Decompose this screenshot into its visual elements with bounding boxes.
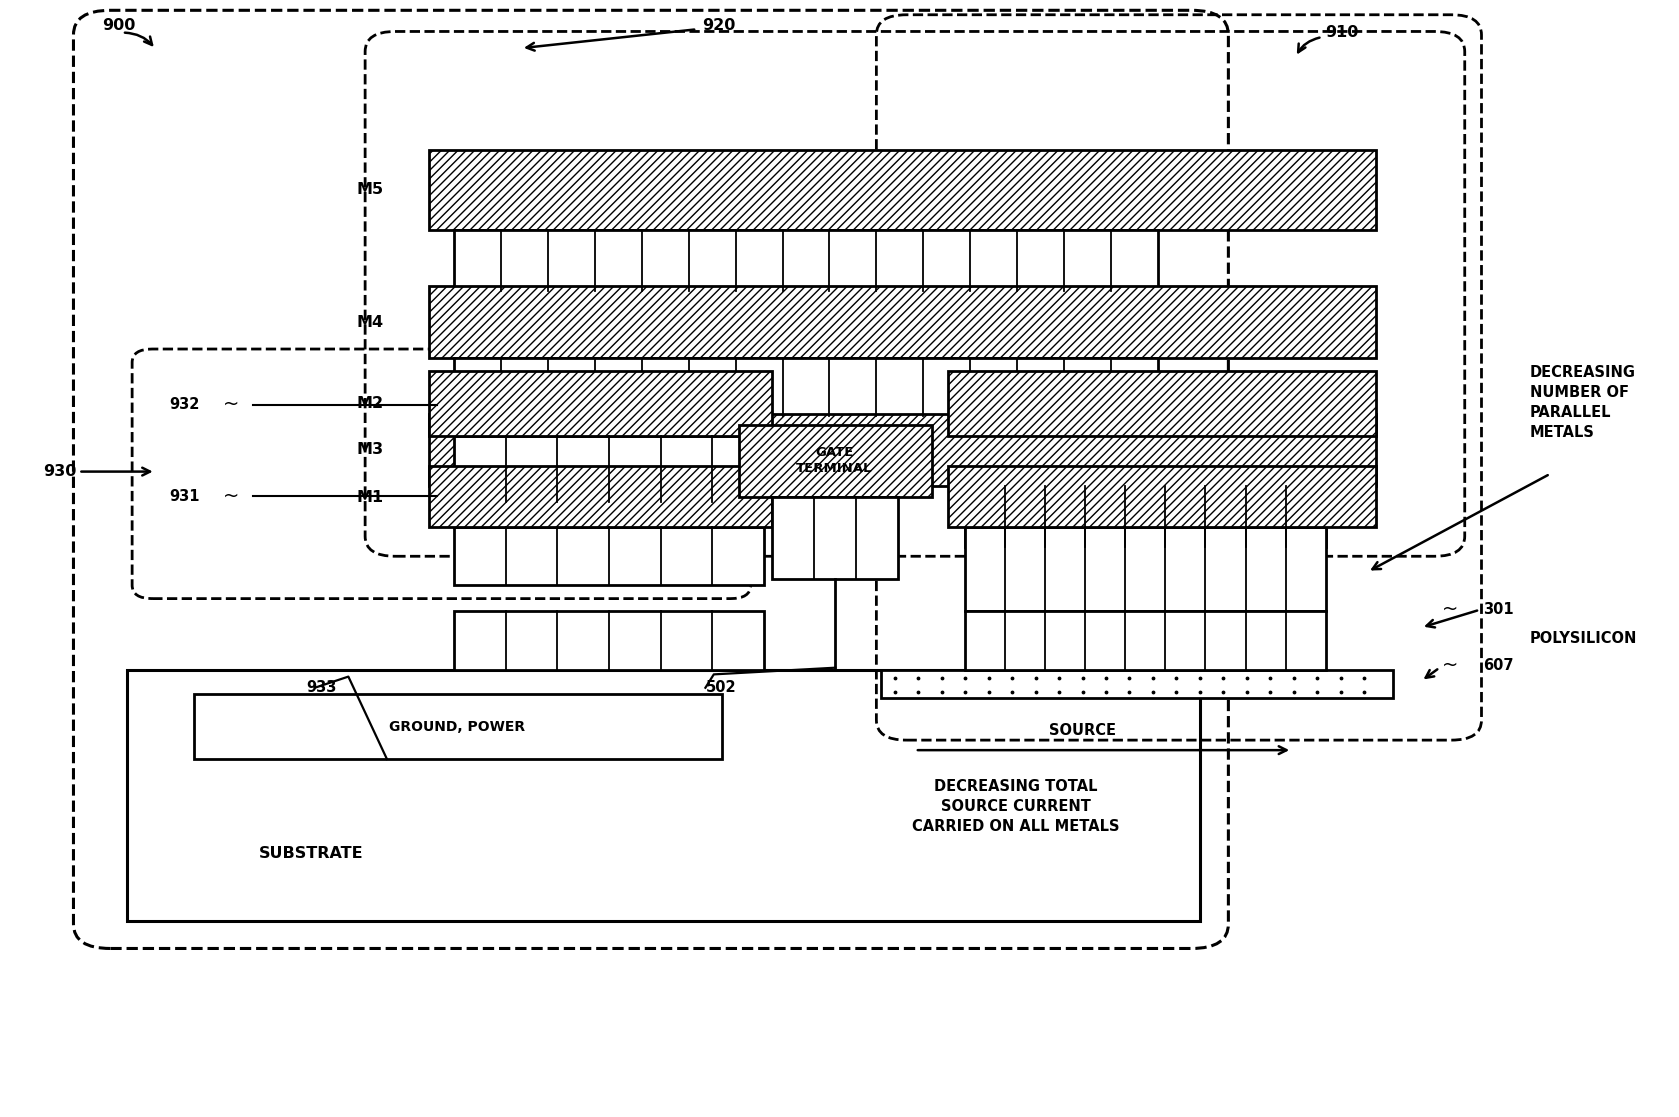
Text: ~: ~ (223, 487, 238, 506)
Text: ~: ~ (223, 395, 238, 414)
Text: M1: M1 (356, 489, 383, 505)
Bar (428, 150, 1375, 230)
Text: ~: ~ (1442, 600, 1457, 619)
Bar (453, 527, 764, 585)
Bar (949, 371, 1375, 436)
Text: M5: M5 (356, 182, 383, 198)
Bar (965, 527, 1326, 611)
Text: 910: 910 (1326, 25, 1358, 40)
Bar (453, 230, 1159, 292)
Text: 920: 920 (702, 18, 735, 34)
Bar (428, 286, 1375, 357)
Bar (453, 357, 1159, 416)
Text: 933: 933 (307, 680, 337, 695)
Text: 930: 930 (44, 464, 77, 479)
Bar (428, 466, 772, 527)
Bar (881, 670, 1392, 698)
Text: ~: ~ (1442, 656, 1457, 675)
Bar (195, 695, 722, 760)
Text: POLYSILICON: POLYSILICON (1530, 631, 1637, 647)
Bar (128, 670, 1200, 920)
Text: M4: M4 (356, 315, 383, 330)
Text: 301: 301 (1483, 602, 1514, 618)
Bar (772, 497, 898, 579)
Text: 607: 607 (1483, 658, 1514, 672)
Bar (453, 436, 764, 502)
Text: 900: 900 (102, 18, 136, 34)
Text: DECREASING
NUMBER OF
PARALLEL
METALS: DECREASING NUMBER OF PARALLEL METALS (1530, 365, 1635, 440)
Bar (965, 486, 1326, 547)
Bar (949, 466, 1375, 527)
Bar (965, 611, 1326, 670)
Text: M2: M2 (356, 397, 383, 411)
Text: 931: 931 (170, 488, 200, 504)
Bar (428, 413, 1375, 486)
Text: SUBSTRATE: SUBSTRATE (259, 847, 364, 861)
Text: SOURCE: SOURCE (1049, 723, 1117, 737)
Bar (453, 611, 764, 670)
Text: GROUND, POWER: GROUND, POWER (390, 719, 526, 734)
Bar (428, 371, 772, 436)
Text: 502: 502 (705, 680, 735, 695)
Bar (739, 424, 932, 497)
Text: 932: 932 (170, 398, 200, 412)
Text: GATE
TERMINAL: GATE TERMINAL (796, 446, 873, 475)
Text: DECREASING TOTAL
SOURCE CURRENT
CARRIED ON ALL METALS: DECREASING TOTAL SOURCE CURRENT CARRIED … (912, 780, 1120, 833)
Text: M3: M3 (356, 442, 383, 457)
